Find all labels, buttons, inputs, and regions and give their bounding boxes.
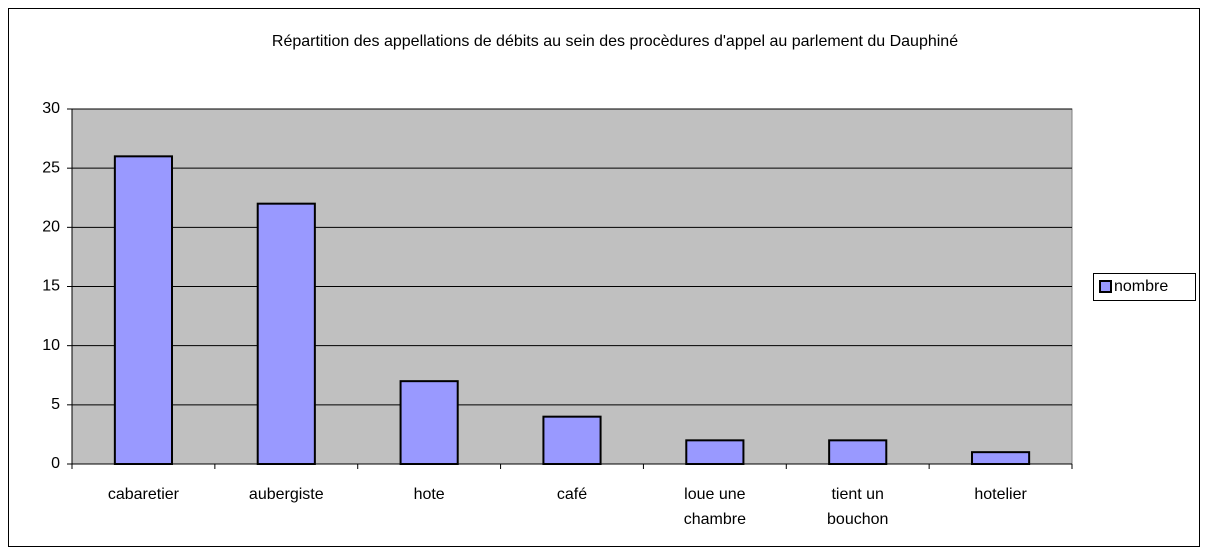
x-tick-label: loue une chambre [684,486,746,528]
y-tick-label: 10 [42,337,60,354]
bar [828,439,888,466]
bar [542,415,602,465]
x-tick-label: cabaretier [108,486,180,503]
x-tick-label: hote [414,486,445,503]
bar [256,202,316,466]
y-tick-label: 0 [51,455,60,472]
legend-swatch [1099,280,1112,293]
bar [971,451,1031,465]
x-tick-label: café [557,486,587,503]
y-tick-label: 25 [42,159,60,176]
legend-label: nombre [1114,278,1168,295]
x-tick-label: hotelier [974,486,1027,503]
bar [685,439,745,466]
y-tick-label: 20 [42,219,60,236]
y-tick-label: 15 [42,278,60,295]
bar [113,155,173,465]
x-tick-label: tient un bouchon [827,486,888,528]
y-tick-label: 30 [42,100,60,117]
bar [399,380,459,465]
y-tick-label: 5 [51,396,60,413]
chart-title: Répartition des appellations de débits a… [272,33,958,50]
x-tick-label: aubergiste [249,486,324,503]
